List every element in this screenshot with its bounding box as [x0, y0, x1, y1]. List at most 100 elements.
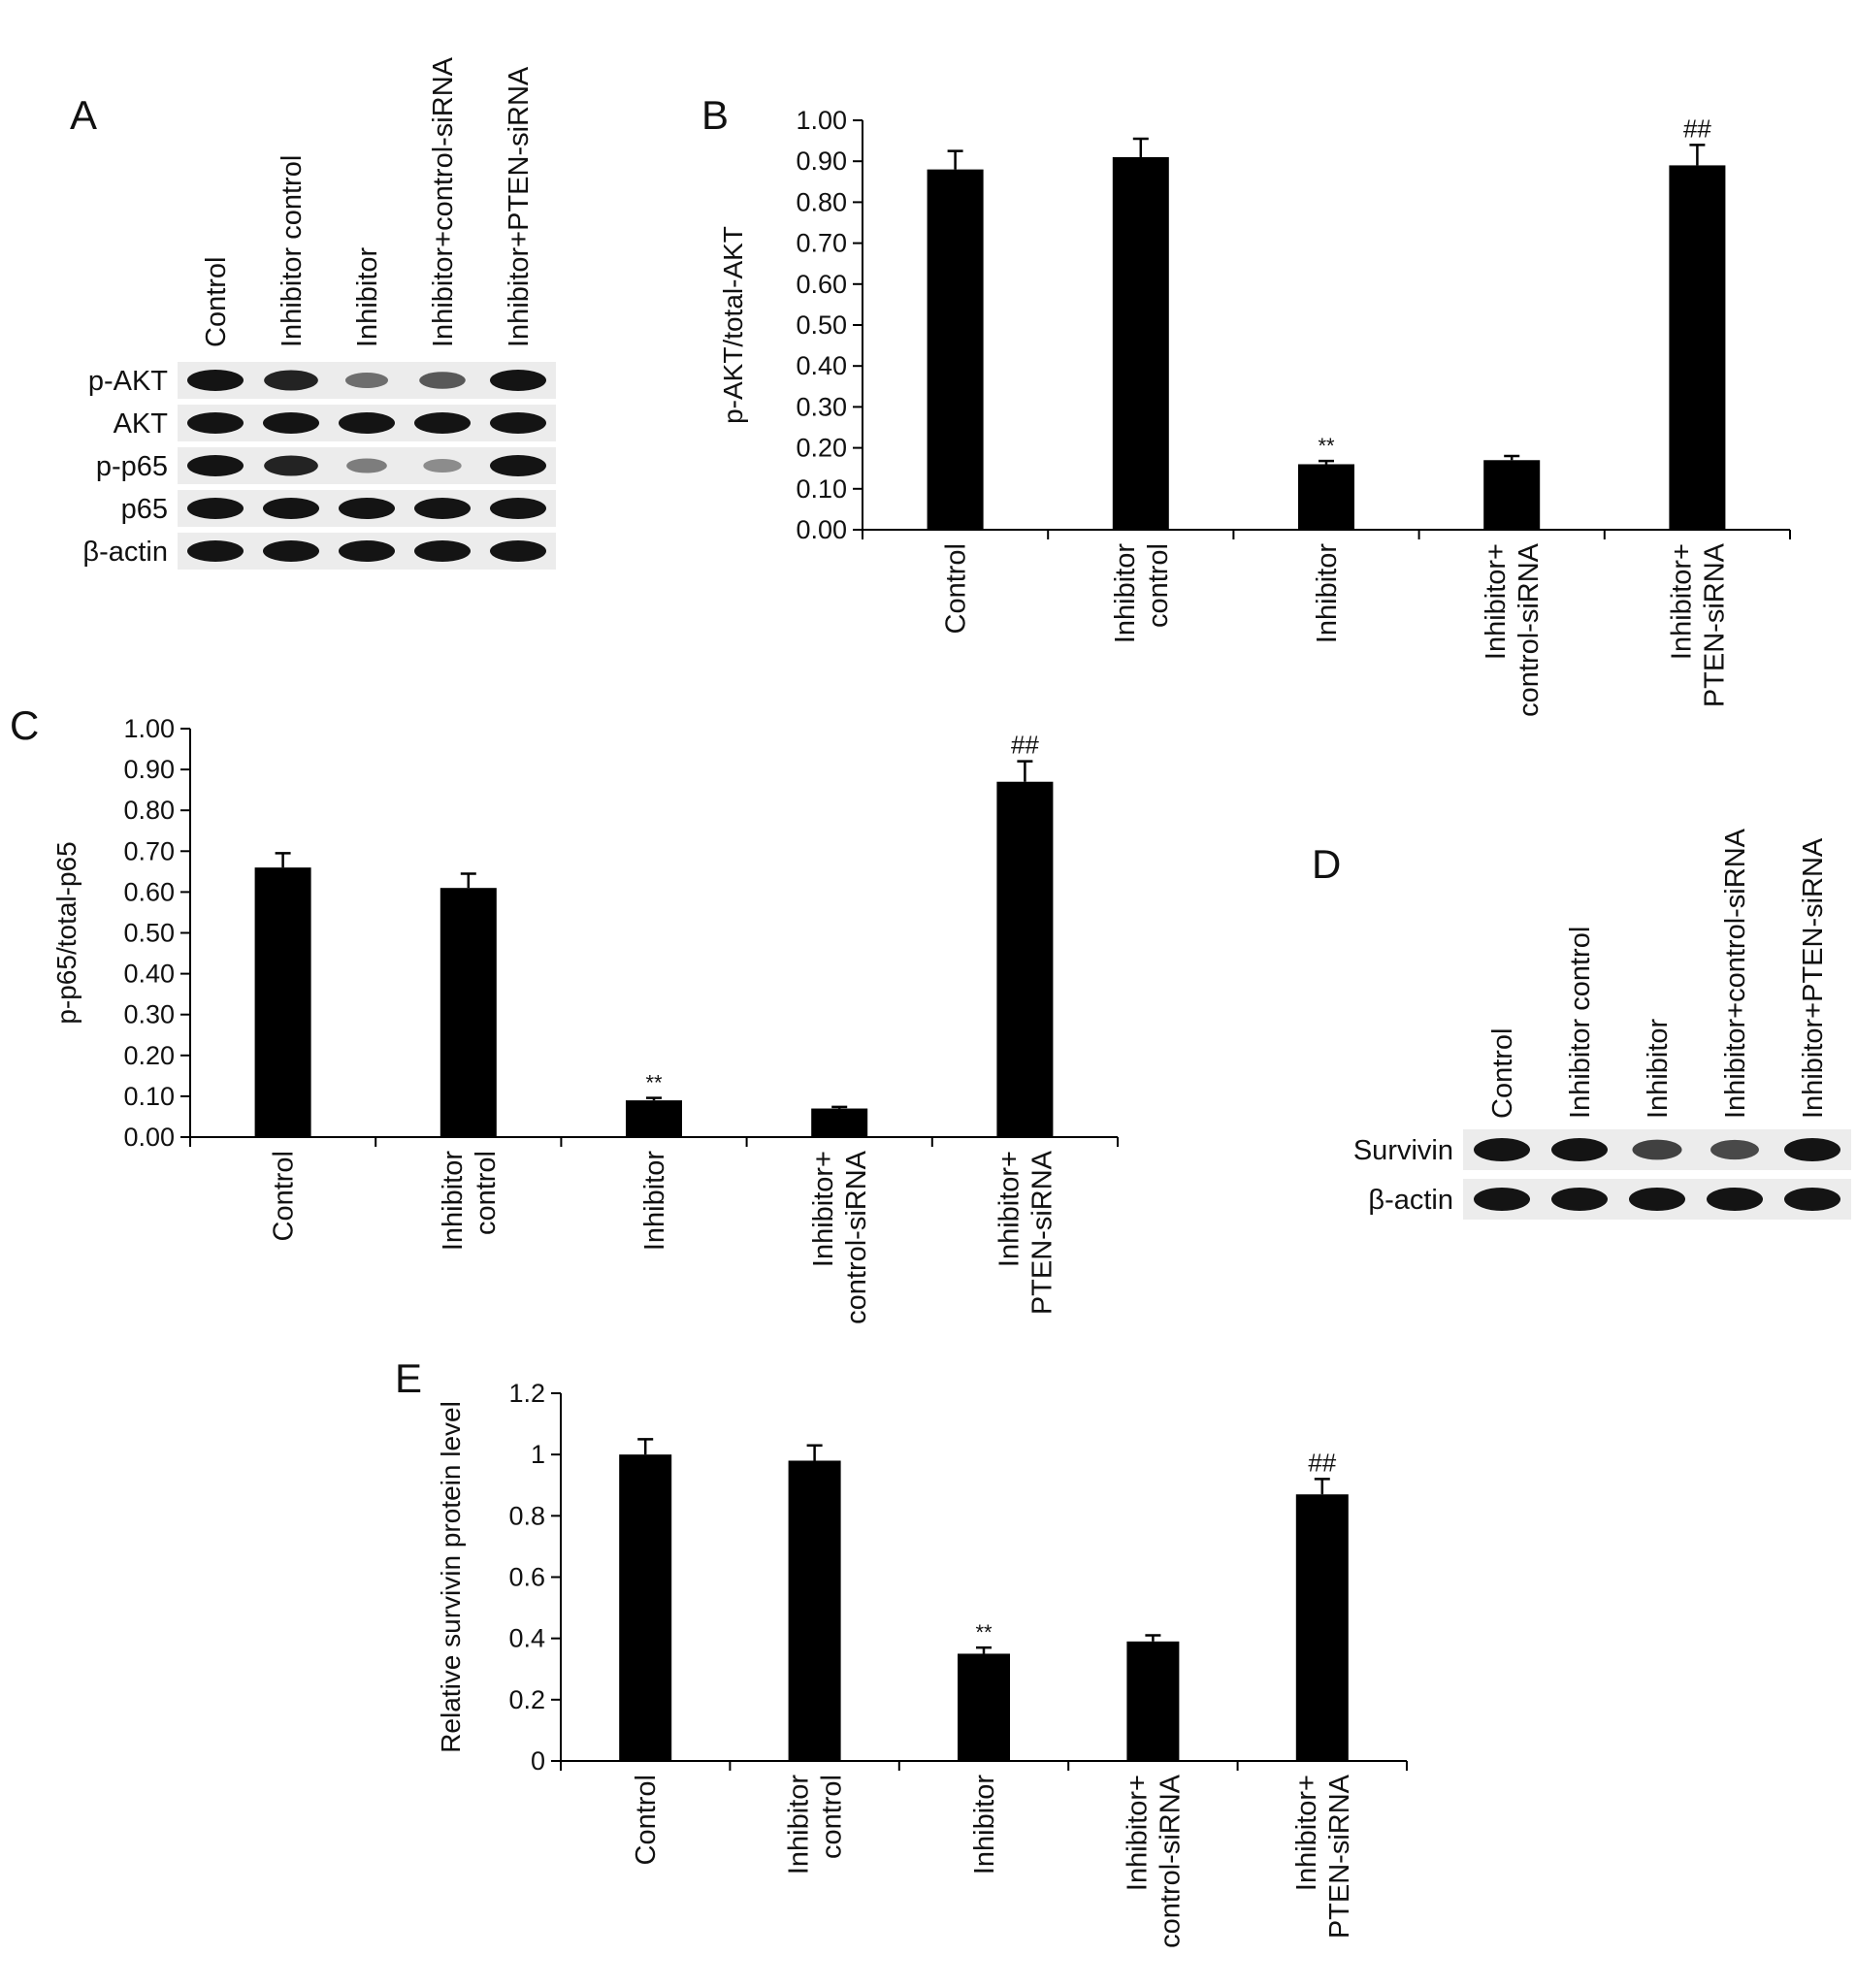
blot-band — [1551, 1138, 1608, 1161]
bar — [440, 888, 497, 1137]
blot-row-label: β-actin — [1368, 1185, 1453, 1216]
blot-band — [1474, 1138, 1530, 1161]
x-category-label: control-siRNA — [1514, 542, 1545, 717]
y-tick-label: 0.90 — [123, 755, 175, 784]
western-blot-a: Control Inhibitor control Inhibitor Inhibit… — [82, 56, 556, 570]
blot-band — [490, 498, 546, 519]
blot-row-label: β-actin — [82, 537, 168, 568]
lane-label: Inhibitor+PTEN-siRNA — [504, 66, 535, 347]
y-tick-label: 0.8 — [508, 1501, 545, 1530]
lane-label: Control — [201, 257, 232, 348]
panel-label-c: C — [10, 702, 39, 748]
lane-label: Inhibitor — [1643, 1018, 1674, 1119]
significance-marker: ** — [645, 1071, 663, 1095]
y-tick-label: 0.50 — [123, 919, 175, 948]
lane-label: Inhibitor control — [277, 155, 308, 347]
blot-band — [187, 370, 244, 391]
significance-marker: ## — [1308, 1448, 1336, 1477]
x-category-label: Inhibitor — [438, 1151, 469, 1252]
blot-band — [264, 455, 318, 476]
lane-label: Inhibitor control — [1565, 927, 1596, 1119]
y-tick-label: 0.60 — [123, 877, 175, 906]
significance-marker: ** — [975, 1620, 993, 1645]
blot-band — [339, 412, 395, 434]
y-tick-label: 0.90 — [796, 147, 847, 176]
significance-marker: ** — [1318, 434, 1335, 458]
y-tick-label: 0.20 — [123, 1041, 175, 1070]
blot-band — [344, 372, 389, 389]
bar — [1126, 1641, 1180, 1761]
x-category-label: control — [471, 1151, 502, 1235]
x-category-label: Control — [941, 543, 972, 635]
x-category-label: Inhibitor — [1312, 543, 1343, 644]
bar — [619, 1454, 672, 1761]
blot-band — [1784, 1138, 1840, 1161]
y-tick-label: 0.80 — [123, 796, 175, 825]
y-tick-label: 0.40 — [796, 351, 847, 380]
y-tick-label: 0.10 — [796, 474, 847, 504]
y-tick-label: 1.00 — [123, 714, 175, 743]
x-category-label: PTEN-siRNA — [1324, 1774, 1355, 1939]
blot-band — [419, 372, 466, 389]
bar — [1295, 1494, 1349, 1761]
bar — [788, 1460, 841, 1761]
blot-band — [414, 412, 471, 434]
y-tick-label: 1.2 — [508, 1379, 545, 1408]
bar-chart-c: 0.00 0.10 0.20 0.30 0.40 0.50 0.60 0.70 0.80 0.90… — [51, 714, 1119, 1324]
x-category-label: Inhibitor — [969, 1775, 1000, 1875]
bar — [996, 781, 1054, 1137]
x-category-label: Inhibitor+ — [1291, 1775, 1322, 1891]
bar-chart-b: 0.00 0.10 0.20 0.30 0.40 0.50 0.60 0.70 0.80 0.90… — [718, 106, 1791, 717]
y-tick-label: 0.4 — [508, 1624, 545, 1653]
blot-band — [187, 498, 244, 519]
x-category-label: Inhibitor+ — [1666, 543, 1697, 660]
blot-band — [1551, 1188, 1608, 1211]
blot-band — [263, 412, 319, 434]
blot-band — [1710, 1139, 1759, 1160]
bar — [1669, 165, 1726, 531]
blot-band — [414, 540, 471, 562]
x-category-label: Inhibitor+ — [993, 1151, 1025, 1267]
bar — [1483, 460, 1541, 530]
blot-band — [263, 498, 319, 519]
bar — [254, 867, 311, 1137]
blot-band — [414, 498, 471, 519]
x-category-label: Control — [631, 1775, 662, 1866]
blot-band — [490, 370, 546, 391]
blot-band — [490, 455, 546, 476]
x-category-label: Inhibitor — [784, 1775, 815, 1875]
bar — [811, 1108, 868, 1137]
y-tick-label: 0.2 — [508, 1685, 545, 1714]
y-tick-label: 0.00 — [123, 1123, 175, 1152]
x-category-label: control — [1143, 543, 1174, 628]
blot-row-label: p-AKT — [88, 366, 168, 397]
blot-row-label: Survivin — [1353, 1135, 1453, 1166]
bar — [1298, 464, 1354, 530]
bar — [626, 1100, 682, 1137]
x-category-label: PTEN-siRNA — [1026, 1150, 1058, 1315]
y-tick-label: 0.00 — [796, 515, 847, 544]
y-tick-label: 0.80 — [796, 187, 847, 216]
blot-band — [490, 540, 546, 562]
y-tick-label: 0.70 — [796, 229, 847, 258]
x-category-label: Inhibitor+ — [808, 1151, 839, 1267]
blot-band — [1707, 1188, 1763, 1211]
blot-row-label: p65 — [121, 494, 168, 525]
blot-band — [339, 498, 395, 519]
lane-label: Control — [1487, 1028, 1518, 1120]
blot-band — [187, 412, 244, 434]
bar — [1112, 156, 1169, 531]
x-category-label: Control — [269, 1151, 300, 1242]
y-tick-label: 0.40 — [123, 960, 175, 989]
x-category-label: control-siRNA — [841, 1150, 872, 1324]
western-blot-d: Control Inhibitor control Inhibitor Inhibit… — [1353, 828, 1851, 1220]
lane-label: Inhibitor+control-siRNA — [1720, 828, 1751, 1119]
y-tick-label: 0.60 — [796, 270, 847, 299]
y-axis-label: Relative survivin protein level — [436, 1401, 466, 1753]
y-tick-label: 0.10 — [123, 1082, 175, 1111]
panel-label-b: B — [701, 92, 729, 138]
blot-band — [187, 455, 244, 476]
significance-marker: ## — [1011, 731, 1039, 760]
panel-label-e: E — [395, 1355, 422, 1401]
